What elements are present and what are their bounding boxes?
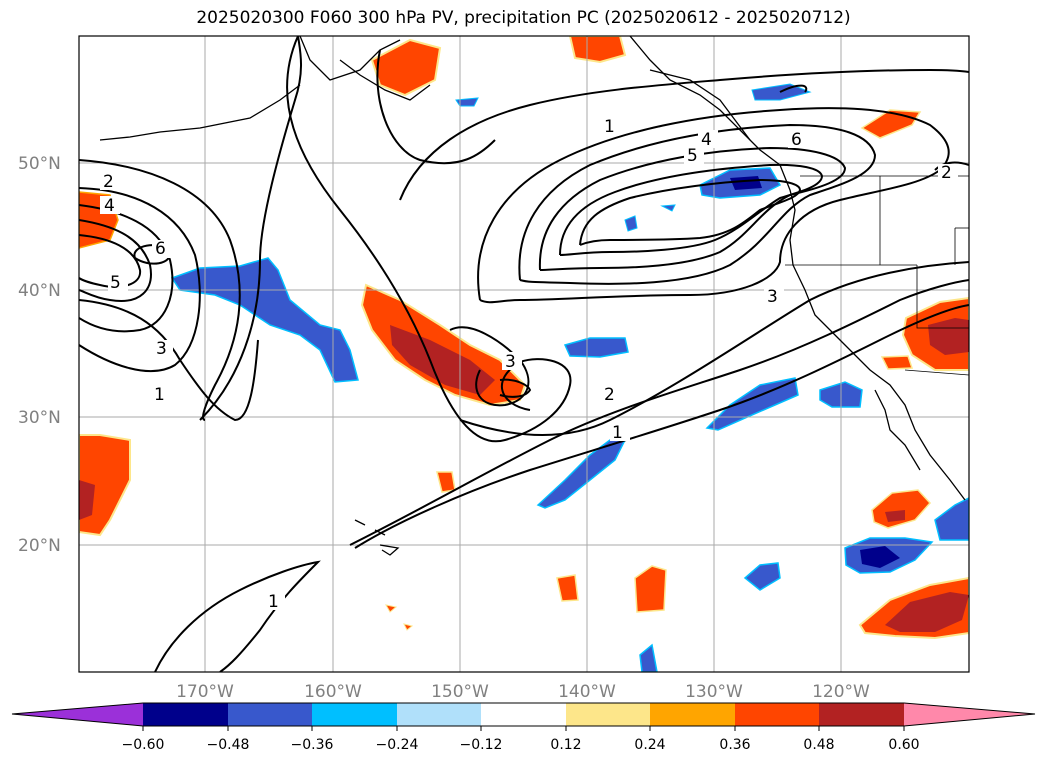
precip-negative-area	[624, 215, 638, 232]
colorbar-under-extend	[12, 703, 143, 726]
map-layers	[79, 36, 969, 672]
contour-label: 1	[612, 423, 623, 443]
precip-positive-area	[880, 355, 914, 370]
precip-strong-negative-area	[860, 546, 900, 568]
contour-label: 6	[155, 239, 166, 259]
colorbar-segment	[228, 703, 312, 726]
precip-strong-positive-area	[928, 318, 969, 355]
precip-positive-area	[79, 480, 95, 520]
precip-negative-area	[455, 97, 479, 107]
precip-negative-area	[563, 337, 629, 358]
contour-label: 1	[154, 385, 165, 405]
colorbar-segment	[566, 703, 650, 726]
contour-label: 5	[110, 273, 121, 293]
precip-negative-area	[743, 562, 781, 591]
precip-strong-positive-area	[390, 325, 495, 395]
lat-tick-label: 40°N	[18, 281, 61, 301]
colorbar-segment	[312, 703, 397, 726]
contour-label: 3	[505, 352, 516, 372]
colorbar-label: 0.60	[888, 737, 919, 753]
contour-label: 2	[941, 163, 952, 183]
lon-tick-labels: 170°W 160°W 150°W 140°W 130°W 120°W	[176, 682, 870, 702]
lon-tick-label: 140°W	[558, 682, 616, 702]
precip-positive-area	[385, 604, 398, 613]
colorbar-label: 0.24	[634, 737, 665, 753]
precip-positive-area	[403, 623, 414, 631]
precip-strong-positive-area	[885, 510, 905, 522]
precip-negative-area	[660, 204, 676, 212]
precip-positive-area	[370, 38, 442, 97]
map-title: 2025020300 F060 300 hPa PV, precipitatio…	[196, 8, 851, 28]
contour-label: 3	[156, 339, 167, 359]
colorbar-segment	[481, 703, 566, 726]
colorbar-over-extend	[904, 703, 1035, 726]
colorbar-label: −0.24	[376, 737, 419, 753]
contour-labels: 2 4 6 5 3 1 1 4 5 6 2 3 3 2 1 1	[100, 117, 958, 612]
lon-tick-label: 130°W	[685, 682, 743, 702]
precip-negative-area	[639, 643, 658, 672]
precip-strong-positive-area	[885, 592, 969, 632]
contour-label: 3	[767, 287, 778, 307]
contour-label: 5	[687, 146, 698, 166]
precip-positive-area	[568, 36, 627, 64]
colorbar-segment	[143, 703, 228, 726]
colorbar-label: −0.48	[207, 737, 250, 753]
colorbar-label: −0.12	[460, 737, 503, 753]
map-frame	[78, 35, 970, 673]
lat-tick-label: 50°N	[18, 154, 61, 174]
colorbar-label: −0.36	[291, 737, 334, 753]
lon-tick-label: 160°W	[304, 682, 362, 702]
lat-tick-labels: 50°N 40°N 30°N 20°N	[18, 154, 61, 556]
contour-label: 2	[604, 385, 615, 405]
contour-label: 1	[268, 592, 279, 612]
colorbar-label: 0.36	[719, 737, 750, 753]
contour-label: 2	[103, 172, 114, 192]
precip-positive-area	[871, 489, 932, 529]
precip-negative-area	[934, 497, 969, 541]
precip-positive-area	[634, 565, 667, 613]
map-background	[79, 36, 969, 672]
colorbar-segment	[650, 703, 735, 726]
colorbar-segment	[397, 703, 481, 726]
contour-label: 6	[791, 130, 802, 150]
lat-tick-label: 30°N	[18, 408, 61, 428]
lon-tick-label: 120°W	[812, 682, 870, 702]
colorbar: −0.60 −0.48 −0.36 −0.24 −0.12 0.12 0.24 …	[11, 702, 1036, 753]
contour-label: 1	[604, 117, 615, 137]
precip-negative-area	[170, 257, 359, 383]
precipitation-shading	[79, 36, 969, 672]
colorbar-label: 0.12	[550, 737, 581, 753]
pv-contours	[79, 36, 969, 672]
precip-negative-area	[536, 439, 627, 509]
colorbar-label: 0.48	[803, 737, 834, 753]
precip-positive-area	[556, 574, 579, 602]
precip-strong-negative-area	[730, 176, 762, 190]
contour-label: 4	[701, 130, 712, 150]
colorbar-segment	[735, 703, 819, 726]
colorbar-label: −0.60	[122, 737, 165, 753]
contour-label: 4	[104, 196, 115, 216]
lon-tick-label: 170°W	[176, 682, 234, 702]
colorbar-segment	[819, 703, 904, 726]
lon-tick-label: 150°W	[431, 682, 489, 702]
lat-tick-label: 20°N	[18, 536, 61, 556]
